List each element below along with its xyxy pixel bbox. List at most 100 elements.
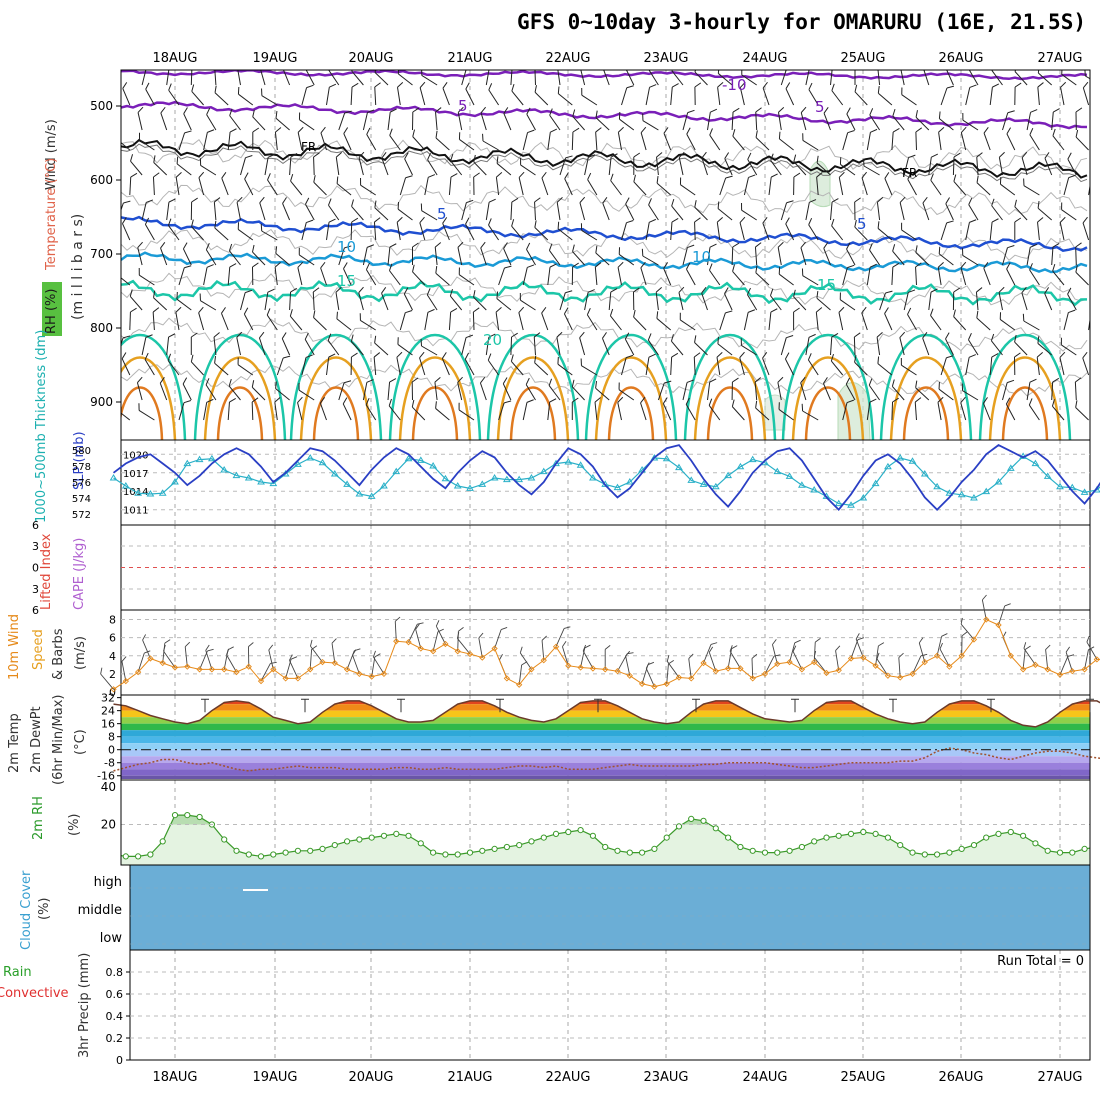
temp-band [121,736,1090,744]
wind-barb-staff [989,357,993,376]
wind-barb [485,333,496,356]
wind-barb [326,353,336,376]
wind-barb-flag [473,154,476,163]
rh2m-point [1044,847,1051,854]
wind-barb-staff [621,222,627,241]
wind10-barb [792,645,803,670]
wind-barb [137,241,143,266]
wind-barb-staff [1052,135,1065,151]
wind-barb-staff [175,312,180,331]
wind-barb-flag [1014,334,1017,343]
wind-barb-flag [434,377,441,383]
wind-barb-staff [449,295,463,311]
wind-barb [989,83,1000,106]
wind-barb-flag [342,397,348,405]
wind-barb-flag [877,85,880,94]
wind10-barb-staff [494,629,502,649]
wind-barb [1082,216,1090,241]
wind-barb-flag [1059,216,1066,223]
wind-barb-flag [261,88,263,96]
wind-barb-staff [374,342,389,356]
wind-barb-staff [595,252,610,266]
wind-barb-flag [930,288,938,293]
wind-barb-flag [854,355,857,363]
wind-barb-flag [656,311,659,319]
wind-barb-staff [213,202,217,221]
wind-barb-flag [511,219,515,227]
wind-barb-staff [526,114,536,131]
wind-barb [396,216,403,241]
rh2m-point [196,813,203,821]
wind-barb-staff [1029,269,1040,286]
wind-barb-staff [1037,207,1053,221]
rh2m-point [1081,845,1088,853]
wind-barb-staff [937,402,942,421]
wind-barb-flag [1022,313,1025,322]
wind10-barb-staff [555,628,565,647]
wind-barb-flag [915,110,918,118]
wind-barb-staff [719,312,726,331]
wind-barb-flag [640,396,646,404]
wind-barb [182,242,192,266]
wind-barb-flag [419,81,426,88]
wind-barb-staff [938,253,954,266]
wind-barb-staff [229,250,241,266]
wind-barb-staff [397,208,413,221]
chart-title: GFS 0~10day 3-hourly for OMARURU (16E, 2… [517,10,1086,34]
contour-label-5-b: 5 [857,215,867,233]
rh2m-point [983,834,990,841]
upper-temp-label: Temperature (°C) [44,158,59,271]
wind-barb-staff [840,164,856,176]
wind-barb [1084,70,1090,86]
wind-barb [301,84,314,106]
wind-barb-staff [525,384,536,401]
rh2m-label: 2m RH [31,796,46,840]
wind-barb [138,267,155,286]
wind-barb-flag [496,291,499,299]
wind-barb [747,152,758,176]
thickness-point [773,467,782,475]
wind-barb-staff [743,312,749,331]
wind-barb-flag [1061,70,1063,75]
rh2m-point [540,834,547,841]
wind-barb [633,152,641,175]
wind-barb [579,331,586,356]
wind-barb-staff [754,247,758,266]
wind-barb [387,243,397,266]
wind-barb [237,222,254,241]
wind-barb [557,221,573,241]
wind-barb-flag [473,290,476,298]
wind-barb [755,107,762,131]
wind-barb-staff [901,94,917,106]
wind10-barb-flag [1088,646,1095,651]
wind-barb [754,242,762,266]
upper-frame [120,69,1091,441]
wind-barb-staff [1026,382,1031,401]
wind-barb-flag [670,334,674,342]
cape-tick-label: 0 [32,562,39,575]
wind10-barb [456,632,471,655]
wind10-speed-point [122,677,129,685]
wind-barb-staff [297,402,303,421]
wind-barb [663,127,672,151]
wind-barb [282,197,291,221]
wind-barb-staff [1051,381,1054,401]
wind-barb-staff [953,181,967,196]
wind-barb-flag [427,152,431,160]
wind-barb [480,106,487,131]
wind-barb-staff [121,358,131,376]
wind-barb [298,112,315,131]
wind-barb [166,198,176,221]
wind-barb-staff [534,201,536,221]
wind-barb-flag [388,398,392,406]
wind10-speed-point [307,666,314,673]
wind-barb [823,377,831,401]
wind-barb [739,216,746,241]
wind-barb-staff [457,382,463,401]
wind-barb-staff [853,336,856,356]
wind-barb-staff [121,337,124,356]
wind-barb-flag [778,106,785,113]
wind-barb [465,217,475,241]
temp-tick-label: 16 [101,718,115,731]
thickness-point [158,489,167,496]
